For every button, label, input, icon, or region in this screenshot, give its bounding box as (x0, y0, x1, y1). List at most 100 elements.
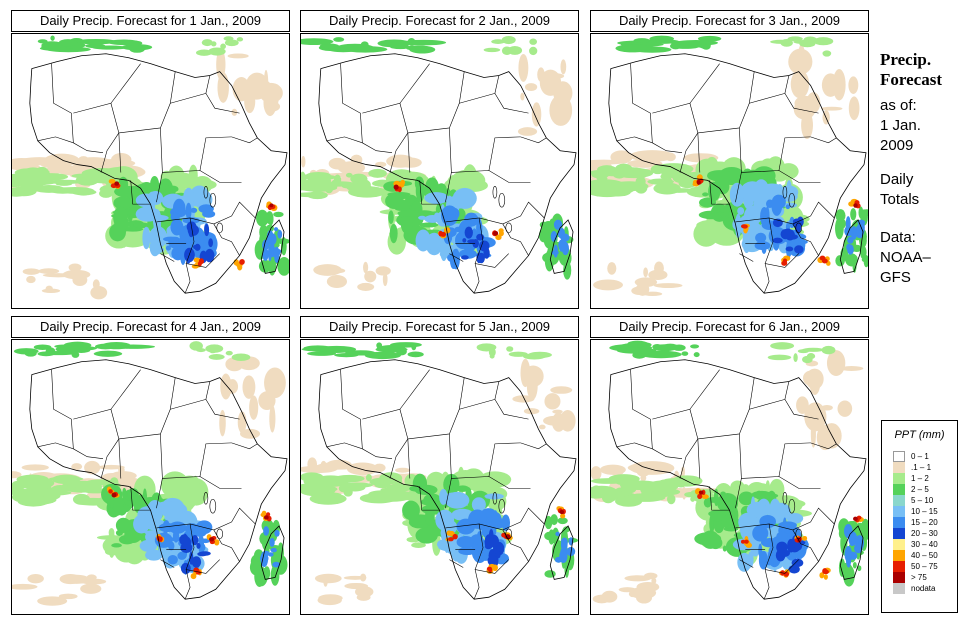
precip-cell (462, 238, 467, 243)
precip-cell (785, 246, 794, 252)
country-border (810, 136, 837, 144)
precip-cell (191, 475, 200, 501)
precip-cell (592, 594, 611, 604)
side-data-line1: Data: (880, 229, 916, 246)
country-border (389, 438, 409, 479)
precip-cell (666, 494, 676, 505)
country-border (231, 507, 256, 525)
precip-cell (483, 47, 501, 53)
country-border (451, 476, 531, 489)
precip-cell (108, 178, 116, 184)
country-border (407, 377, 465, 440)
precip-cell (419, 222, 439, 228)
precip-cell (524, 83, 538, 91)
lake-outline (209, 498, 217, 514)
precip-cell (263, 566, 271, 580)
precip-cell (426, 234, 442, 251)
precip-cell (269, 537, 275, 547)
country-border (399, 63, 430, 104)
precip-cell (329, 279, 337, 287)
precip-cell (340, 482, 373, 488)
precip-cell (464, 226, 473, 239)
country-border (697, 377, 755, 440)
precip-cell (84, 460, 101, 475)
precip-cell (527, 351, 552, 359)
lake-outline (788, 498, 796, 514)
precip-cell (779, 185, 799, 199)
precip-cell (804, 402, 827, 432)
country-border (520, 136, 547, 144)
precip-cell (476, 218, 483, 238)
precip-cell (93, 350, 123, 357)
legend-swatch (893, 583, 905, 594)
precip-cell (461, 255, 469, 260)
precip-cell (319, 43, 340, 49)
precip-field (591, 340, 868, 604)
precip-cell (501, 514, 511, 532)
precip-cell (314, 573, 342, 584)
precip-cell (397, 181, 405, 188)
precip-cell (611, 153, 619, 159)
country-border (231, 201, 256, 219)
precip-cell (99, 189, 113, 198)
precip-cell (560, 537, 568, 548)
precip-cell (341, 184, 355, 189)
country-border (689, 369, 720, 410)
precip-cell (56, 478, 75, 484)
country-border (689, 63, 720, 104)
precip-cell (738, 491, 755, 506)
lake-outline (216, 528, 224, 540)
precip-cell (592, 485, 601, 492)
precip-cell (781, 260, 788, 266)
forecast-map-day1 (11, 33, 290, 309)
precip-cell (268, 552, 274, 557)
country-border (445, 127, 452, 203)
precip-cell (443, 473, 460, 496)
precip-cell (860, 209, 868, 217)
precip-cell (772, 237, 783, 244)
precip-cell (492, 564, 498, 572)
precip-cell (605, 492, 617, 502)
precip-cell (219, 409, 226, 437)
precip-cell (233, 259, 239, 266)
precip-cell (805, 368, 824, 390)
precip-cell (179, 244, 187, 265)
country-border (205, 75, 240, 114)
legend-label: 10 – 15 (911, 507, 938, 516)
precip-cell (451, 508, 474, 521)
coastline (318, 53, 577, 294)
precip-cell (208, 238, 214, 248)
precip-cell (755, 232, 767, 243)
precip-cell (520, 358, 531, 388)
precip-cell (802, 355, 813, 364)
country-border (156, 215, 232, 225)
precip-cell (852, 256, 857, 273)
precip-cell (261, 510, 267, 516)
precip-cell (681, 351, 689, 356)
panel-title-day2: Daily Precip. Forecast for 2 Jan., 2009 (300, 10, 579, 32)
country-border (749, 93, 785, 104)
country-border (616, 136, 683, 153)
precip-cell (559, 410, 576, 432)
precip-cell (488, 566, 493, 573)
country-border (778, 136, 811, 171)
precip-cell (823, 574, 828, 580)
precip-cell (277, 256, 289, 276)
country-border (520, 442, 547, 450)
precip-cell (405, 45, 431, 51)
precip-cell (702, 192, 709, 197)
precip-cell (843, 523, 853, 539)
precip-cell (647, 178, 674, 185)
country-border (709, 180, 730, 205)
precip-cell (730, 480, 745, 494)
side-data-line3: GFS (880, 269, 911, 286)
precip-cell (196, 49, 213, 56)
lake-outline (498, 192, 506, 208)
precip-cell (256, 240, 264, 253)
precip-cell (793, 353, 798, 363)
country-border (73, 408, 122, 479)
precip-cell (307, 173, 330, 184)
precip-cell (446, 530, 452, 536)
precip-cell (272, 561, 281, 568)
precip-cell (453, 494, 468, 500)
